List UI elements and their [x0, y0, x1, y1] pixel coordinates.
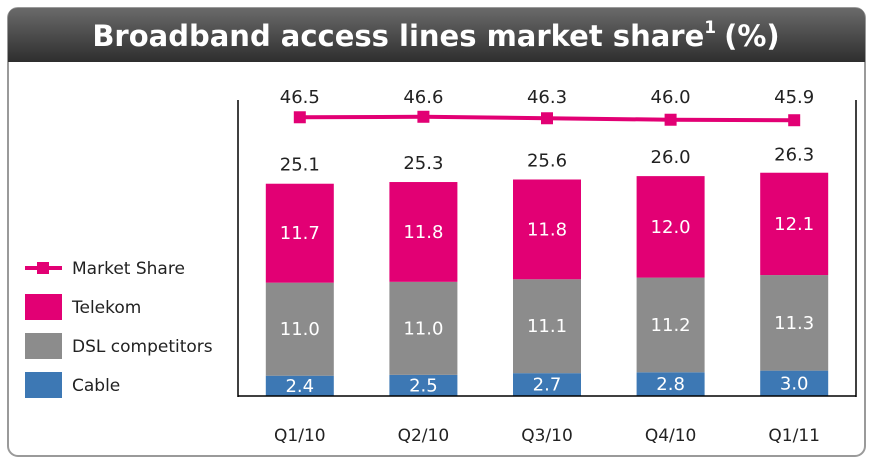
line-marker	[417, 110, 430, 123]
x-tick-label: Q2/10	[398, 426, 450, 446]
total-label: 26.0	[651, 147, 691, 168]
line-marker	[664, 113, 677, 126]
data-label: 2.7	[533, 375, 562, 396]
data-label: 2.8	[656, 374, 685, 395]
legend-swatch	[25, 294, 62, 320]
line-marker	[541, 112, 553, 125]
bar-segment	[265, 375, 334, 396]
data-label: 11.7	[280, 223, 320, 244]
total-label: 26.3	[774, 145, 814, 166]
data-label: 2.4	[285, 376, 314, 397]
data-label: 11.0	[403, 318, 443, 339]
legend-label: Cable	[72, 376, 120, 396]
bar-segment	[513, 179, 581, 280]
x-tick-label: Q4/10	[645, 426, 697, 446]
data-label: 46.3	[527, 87, 567, 108]
bar-segment	[760, 370, 829, 396]
data-label: 2.5	[409, 375, 438, 396]
legend-marker	[37, 262, 49, 274]
total-label: 25.3	[403, 153, 443, 174]
total-label: 25.6	[527, 150, 567, 171]
bar-segment	[389, 281, 458, 375]
data-label: 11.8	[527, 219, 567, 240]
line-marker	[788, 114, 801, 127]
x-tick-label: Q1/11	[768, 426, 820, 446]
data-label: 45.9	[774, 87, 814, 108]
title-suffix: (%)	[724, 19, 780, 53]
legend-label: DSL competitors	[72, 337, 213, 357]
x-tick-label: Q3/10	[521, 426, 573, 446]
data-label: 12.0	[651, 217, 691, 238]
bar-segment	[513, 279, 581, 374]
bar-segment	[513, 373, 581, 396]
bar-segment	[265, 282, 334, 376]
bar-segment	[636, 277, 705, 373]
total-label: 25.1	[280, 155, 320, 176]
chart-title: Broadband access lines market share1 (%)	[92, 18, 779, 53]
x-tick-label: Q1/10	[274, 426, 326, 446]
data-label: 3.0	[780, 373, 809, 394]
bar-segment	[265, 183, 334, 283]
data-label: 11.0	[280, 319, 320, 340]
data-label: 11.2	[651, 315, 691, 336]
legend-label: Telekom	[71, 298, 141, 318]
title-footnote: 1	[704, 18, 716, 38]
bar-segment	[760, 275, 829, 371]
bar-segment	[389, 374, 458, 396]
title-bar	[8, 8, 865, 62]
data-label: 46.6	[403, 87, 443, 108]
bar-segment	[389, 182, 458, 282]
data-label: 46.5	[280, 87, 320, 108]
data-label: 46.0	[651, 87, 691, 108]
title-main: Broadband access lines market share	[92, 19, 704, 53]
bar-segment	[636, 176, 705, 278]
legend-label: Market Share	[72, 259, 185, 279]
data-label: 11.8	[403, 222, 443, 243]
bar-segment	[760, 172, 829, 276]
legend-swatch	[25, 372, 62, 398]
data-label: 11.3	[774, 313, 814, 334]
bar-segment	[636, 372, 705, 396]
legend-swatch	[25, 333, 62, 359]
line-marker	[293, 111, 306, 124]
data-label: 11.1	[527, 316, 567, 337]
data-label: 12.1	[774, 214, 814, 235]
